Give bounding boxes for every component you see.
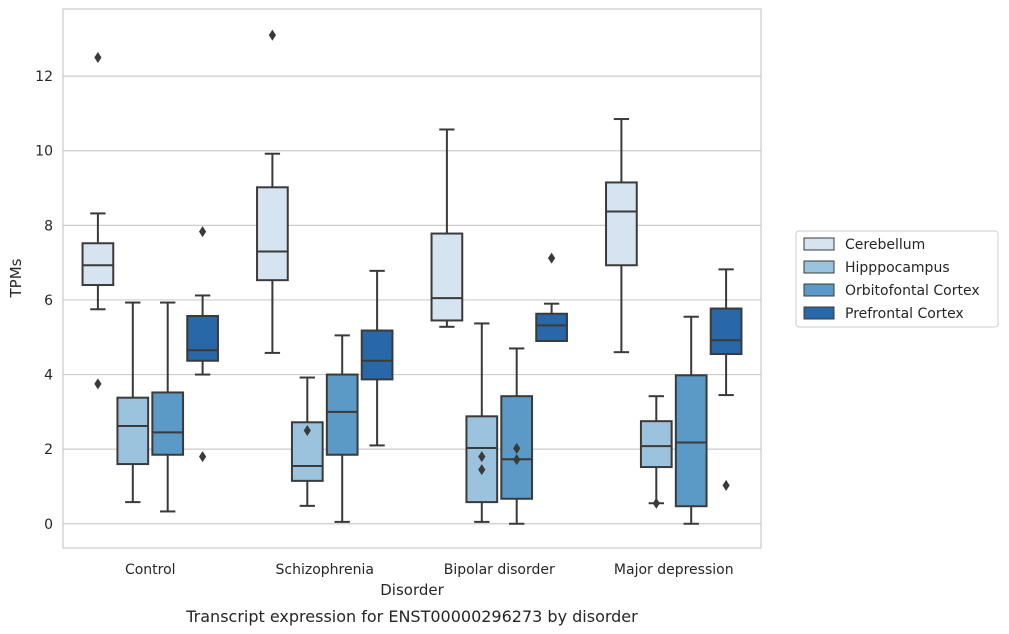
y-tick-label: 6	[44, 293, 53, 309]
legend-label: Hipppocampus	[845, 260, 950, 276]
plot-area-frame	[62, 8, 762, 549]
legend-swatch	[803, 283, 835, 297]
y-tick-label: 12	[35, 69, 53, 85]
x-tick-label: Schizophrenia	[276, 562, 374, 578]
outlier-point	[513, 442, 521, 454]
box-2-1	[325, 334, 359, 523]
outlier-point	[652, 497, 660, 509]
box-1-2	[465, 322, 499, 523]
legend: Cerebellum Hipppocampus Orbitofontal Corte…	[795, 230, 999, 328]
x-tick-label: Bipolar disorder	[444, 562, 555, 578]
outlier-point	[548, 252, 556, 264]
box-iqr	[325, 373, 359, 456]
y-tick-label: 2	[44, 442, 53, 458]
box-2-0	[151, 301, 185, 513]
outlier-point	[303, 425, 311, 437]
box-iqr	[535, 312, 568, 342]
box-iqr	[605, 181, 638, 267]
outlier-point	[268, 29, 276, 41]
box-iqr	[186, 314, 219, 362]
outlier-point	[94, 51, 102, 63]
box-3-2	[535, 252, 568, 342]
y-tick-label: 8	[44, 218, 53, 234]
box-iqr	[709, 307, 743, 356]
box-iqr	[81, 242, 115, 287]
legend-label: Cerebellum	[845, 237, 925, 253]
chart-caption: Transcript expression for ENST0000029627…	[185, 607, 638, 626]
box-iqr	[430, 232, 464, 322]
outlier-point	[478, 451, 486, 463]
x-tick-labels: Control Schizophrenia Bipolar disorder Majo…	[125, 562, 734, 578]
box-2-2	[500, 347, 534, 525]
box-iqr	[256, 186, 289, 282]
y-tick-labels: 0 2 4 6 8 10 12	[35, 69, 53, 533]
legend-swatch	[803, 306, 835, 320]
box-1-1	[290, 376, 324, 507]
box-iqr	[290, 421, 324, 482]
outlier-point	[199, 451, 207, 463]
legend-swatch	[803, 260, 835, 274]
y-tick-label: 4	[44, 368, 53, 384]
box-1-0	[116, 301, 150, 504]
legend-swatch	[803, 237, 835, 251]
box-iqr	[639, 420, 673, 469]
box-1-3	[639, 395, 673, 509]
x-axis-label: Disorder	[380, 581, 444, 599]
legend-label: Prefrontal Cortex	[845, 306, 964, 322]
box-0-1	[256, 29, 289, 354]
legend-label: Orbitofontal Cortex	[845, 283, 980, 299]
y-axis-label: TPMs	[7, 258, 25, 298]
x-tick-label: Major depression	[614, 562, 734, 578]
outlier-point	[722, 479, 730, 491]
box-0-2	[430, 128, 464, 328]
y-tick-label: 0	[44, 517, 53, 533]
y-tick-label: 10	[35, 144, 53, 160]
box-iqr	[116, 396, 150, 466]
box-3-1	[360, 269, 394, 447]
box-0-3	[605, 118, 638, 354]
box-iqr	[674, 374, 708, 508]
box-3-3	[709, 268, 743, 491]
outlier-point	[513, 454, 521, 466]
x-tick-label: Control	[125, 562, 176, 578]
outlier-point	[199, 226, 207, 238]
box-plot-marks	[81, 29, 743, 525]
box-iqr	[360, 329, 394, 381]
box-iqr	[151, 391, 185, 456]
box-0-0	[81, 51, 115, 390]
box-2-3	[674, 315, 708, 525]
outlier-point	[94, 378, 102, 390]
legend-frame	[795, 230, 999, 328]
box-3-0	[186, 226, 219, 463]
outlier-point	[478, 464, 486, 476]
